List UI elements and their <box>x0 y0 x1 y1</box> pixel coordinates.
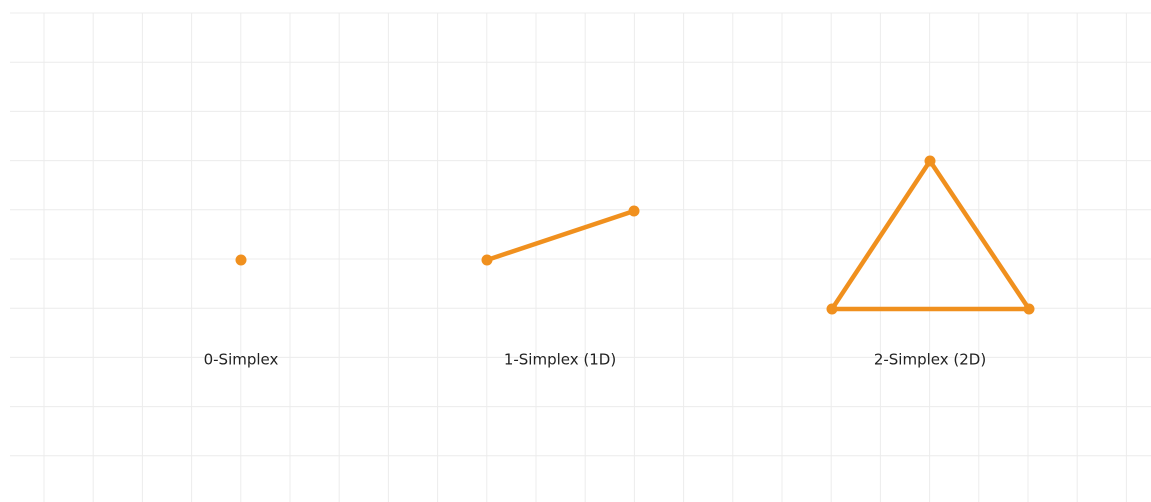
vertex <box>1023 303 1035 315</box>
label: 1-Simplex (1D) <box>504 351 616 369</box>
edge <box>484 208 637 263</box>
zero-simplex <box>235 254 247 266</box>
one-simplex <box>481 205 640 266</box>
vertex <box>481 254 493 266</box>
vertex <box>235 254 247 266</box>
vertex <box>924 155 936 167</box>
vertex <box>826 303 838 315</box>
label: 2-Simplex (2D) <box>874 351 986 369</box>
label: 0-Simplex <box>204 351 279 369</box>
vertex <box>628 205 640 217</box>
two-simplex <box>826 155 1035 315</box>
grid <box>10 12 1151 502</box>
triangle <box>829 158 1032 312</box>
